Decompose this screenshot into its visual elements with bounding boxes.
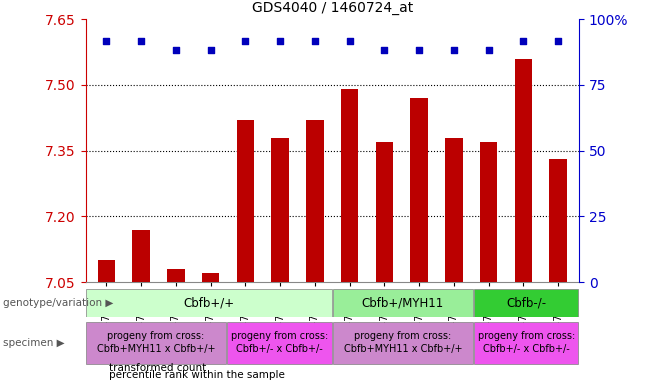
Bar [474, 289, 578, 317]
Bar [86, 321, 226, 364]
Text: progeny from cross:
Cbfb+/- x Cbfb+/-: progeny from cross: Cbfb+/- x Cbfb+/- [231, 331, 328, 354]
Point [484, 47, 494, 53]
Text: genotype/variation ▶: genotype/variation ▶ [3, 298, 114, 308]
Text: Cbfb-/-: Cbfb-/- [506, 296, 546, 310]
Bar [376, 142, 393, 282]
Point [449, 47, 459, 53]
Bar [167, 269, 185, 282]
Bar [411, 98, 428, 282]
Bar [445, 137, 463, 282]
Point [379, 47, 390, 53]
Bar [202, 273, 219, 282]
Bar [86, 289, 332, 317]
Bar [132, 230, 150, 282]
Point [275, 38, 286, 44]
Bar [480, 142, 497, 282]
Text: Cbfb+/+: Cbfb+/+ [184, 296, 234, 310]
Point [518, 38, 528, 44]
Bar [333, 289, 472, 317]
Point [310, 38, 320, 44]
Bar [272, 137, 289, 282]
Point [344, 38, 355, 44]
Bar [341, 89, 359, 282]
Text: transformed count: transformed count [109, 363, 206, 373]
Bar [515, 59, 532, 282]
Text: progeny from cross:
Cbfb+MYH11 x Cbfb+/+: progeny from cross: Cbfb+MYH11 x Cbfb+/+ [97, 331, 215, 354]
Point [101, 38, 112, 44]
Point [240, 38, 251, 44]
Text: progeny from cross:
Cbfb+/- x Cbfb+/-: progeny from cross: Cbfb+/- x Cbfb+/- [478, 331, 575, 354]
Point [136, 38, 147, 44]
Bar [549, 159, 567, 282]
Title: GDS4040 / 1460724_at: GDS4040 / 1460724_at [251, 2, 413, 15]
Point [553, 38, 563, 44]
Bar [333, 321, 472, 364]
Bar [227, 321, 332, 364]
Text: Cbfb+/MYH11: Cbfb+/MYH11 [362, 296, 444, 310]
Bar [237, 120, 254, 282]
Point [205, 47, 216, 53]
Bar [97, 260, 115, 282]
Bar [306, 120, 324, 282]
Bar [474, 321, 578, 364]
Point [414, 47, 424, 53]
Text: progeny from cross:
Cbfb+MYH11 x Cbfb+/+: progeny from cross: Cbfb+MYH11 x Cbfb+/+ [343, 331, 462, 354]
Text: specimen ▶: specimen ▶ [3, 338, 65, 348]
Text: percentile rank within the sample: percentile rank within the sample [109, 370, 284, 380]
Point [170, 47, 181, 53]
